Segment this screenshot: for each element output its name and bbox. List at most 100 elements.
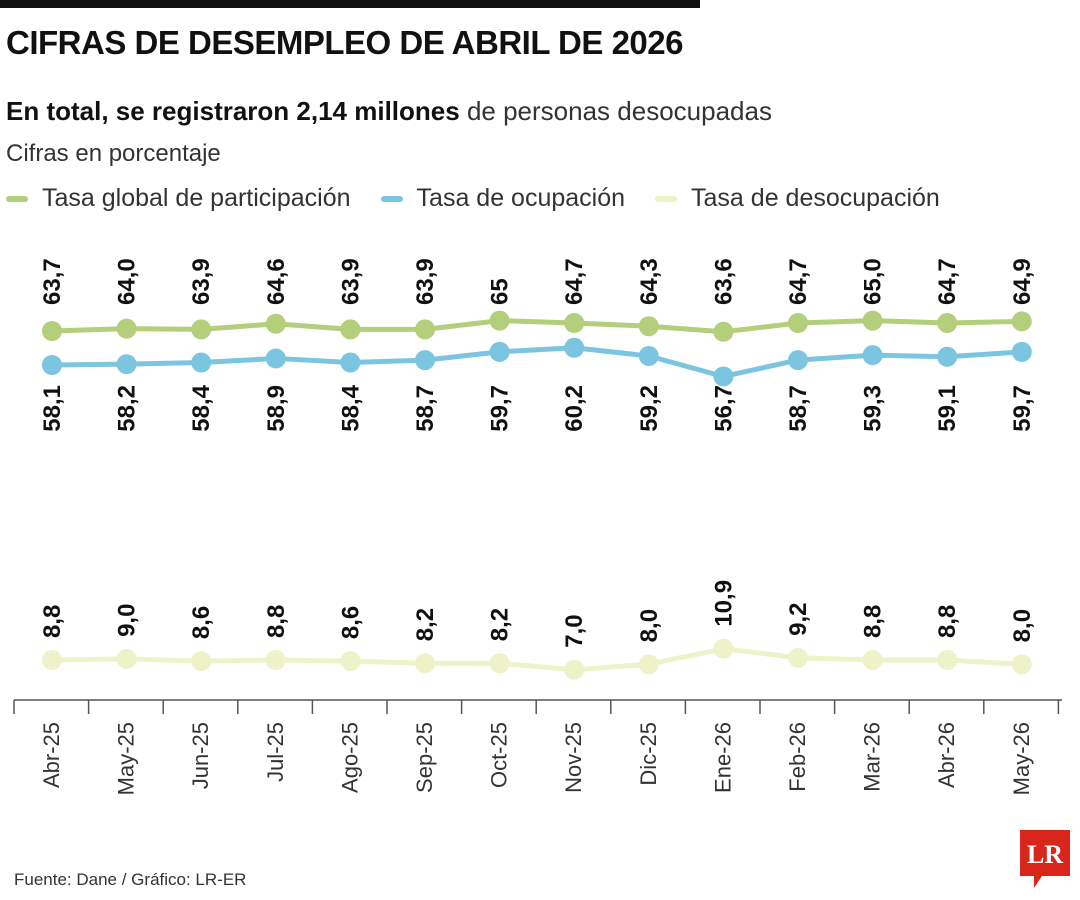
data-point xyxy=(713,638,734,659)
legend-swatch xyxy=(655,195,678,202)
source-note: Fuente: Dane / Gráfico: LR-ER xyxy=(14,870,247,889)
data-label: 58,1 xyxy=(39,385,66,432)
x-tick-label: Feb-26 xyxy=(785,722,810,792)
data-point xyxy=(564,337,585,358)
data-label: 64,9 xyxy=(1009,258,1036,305)
data-label: 58,2 xyxy=(114,385,141,432)
data-point xyxy=(788,647,808,668)
legend-label: Tasa global de participación xyxy=(42,184,351,212)
data-label: 8,8 xyxy=(860,605,887,638)
legend: Tasa global de participación Tasa de ocu… xyxy=(6,184,940,213)
data-point xyxy=(937,313,958,333)
data-label: 63,9 xyxy=(412,258,439,305)
data-label: 59,7 xyxy=(1009,385,1036,432)
data-label: 59,1 xyxy=(934,385,961,432)
data-label: 58,4 xyxy=(337,384,364,431)
data-point xyxy=(862,345,883,366)
x-tick-label: Jul-25 xyxy=(263,722,288,782)
data-point xyxy=(713,366,734,387)
data-label: 59,7 xyxy=(487,385,514,432)
data-point xyxy=(564,659,585,680)
data-label: 9,0 xyxy=(114,604,141,637)
legend-swatch xyxy=(6,195,28,202)
data-label: 64,6 xyxy=(263,258,290,305)
data-point xyxy=(638,316,659,337)
data-point xyxy=(415,653,435,674)
chart-subtitle: En total, se registraron 2,14 millones d… xyxy=(6,96,772,127)
data-point xyxy=(340,319,361,340)
data-point xyxy=(116,354,137,375)
data-point xyxy=(937,650,958,670)
data-point xyxy=(489,341,510,362)
data-point xyxy=(788,350,808,371)
data-label: 58,9 xyxy=(263,385,290,432)
data-label: 8,0 xyxy=(636,609,663,642)
data-label: 56,7 xyxy=(710,385,737,432)
data-label: 64,3 xyxy=(636,258,663,305)
data-point xyxy=(564,313,585,333)
data-label: 58,7 xyxy=(412,385,439,432)
x-tick-label: Sep-25 xyxy=(412,722,437,793)
x-tick-label: Jun-25 xyxy=(188,722,213,789)
data-point xyxy=(265,313,286,334)
data-label: 64,7 xyxy=(561,258,588,305)
data-label: 63,9 xyxy=(337,258,364,305)
data-point xyxy=(638,654,659,675)
data-point xyxy=(116,318,137,339)
data-point xyxy=(42,321,62,341)
legend-item-desocupacion: Tasa de desocupación xyxy=(655,184,940,213)
data-point xyxy=(415,350,435,371)
legend-swatch xyxy=(380,195,403,202)
x-tick-label: Dic-25 xyxy=(636,722,661,786)
data-label: 59,2 xyxy=(636,385,663,432)
data-label: 8,0 xyxy=(1009,609,1036,642)
data-point xyxy=(638,345,659,366)
x-tick-label: Oct-25 xyxy=(487,722,512,788)
series-line xyxy=(51,646,1022,673)
data-point xyxy=(788,313,808,333)
top-rule xyxy=(0,0,700,8)
data-point xyxy=(42,650,62,670)
data-point xyxy=(340,651,361,672)
chart-title: CIFRAS DE DESEMPLEO DE ABRIL DE 2026 xyxy=(6,24,683,61)
x-tick-label: Nov-25 xyxy=(561,722,586,793)
data-label: 64,0 xyxy=(114,258,141,305)
data-label: 60,2 xyxy=(561,385,588,432)
data-point xyxy=(862,650,883,670)
data-point xyxy=(265,650,286,670)
legend-label: Tasa de ocupación xyxy=(416,184,626,212)
unit-label: Cifras en porcentaje xyxy=(6,140,221,167)
data-label: 8,6 xyxy=(337,606,364,639)
series-line xyxy=(51,345,1022,379)
data-label: 63,9 xyxy=(188,258,215,305)
data-label: 64,7 xyxy=(785,258,812,305)
logo-badge xyxy=(1020,830,1070,888)
data-label: 8,2 xyxy=(412,608,439,641)
data-point xyxy=(191,352,212,373)
data-point xyxy=(116,648,137,669)
data-point xyxy=(1011,311,1032,332)
data-point xyxy=(265,348,286,369)
data-label: 8,2 xyxy=(487,608,514,641)
data-point xyxy=(1011,654,1032,675)
data-point xyxy=(340,352,361,373)
x-tick-label: Ene-26 xyxy=(710,722,735,793)
subtitle-rest: de personas desocupadas xyxy=(466,96,772,126)
x-tick-label: Ago-25 xyxy=(337,722,362,793)
legend-item-participacion: Tasa global de participación xyxy=(6,184,351,213)
data-point xyxy=(415,319,435,340)
logo-text: LR xyxy=(1027,840,1063,869)
x-tick-label: May-25 xyxy=(114,722,139,795)
x-tick-label: Abr-25 xyxy=(39,722,64,788)
data-point xyxy=(1011,341,1032,362)
lr-logo: LR xyxy=(1020,830,1070,888)
data-point xyxy=(191,319,212,340)
legend-label: Tasa de desocupación xyxy=(691,184,940,212)
data-point xyxy=(489,310,510,331)
data-point xyxy=(191,651,212,672)
data-label: 63,7 xyxy=(39,258,66,305)
data-label: 9,2 xyxy=(785,602,812,635)
data-label: 7,0 xyxy=(561,614,588,647)
data-label: 65,0 xyxy=(860,258,887,305)
